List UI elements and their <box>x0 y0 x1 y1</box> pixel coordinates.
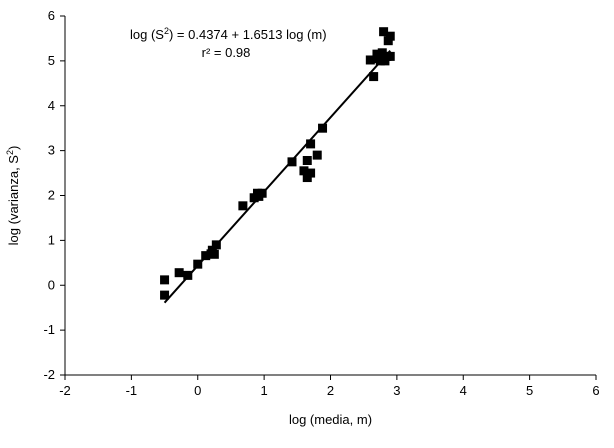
y-tick-label: 6 <box>48 8 55 23</box>
data-point <box>302 155 312 165</box>
y-tick-label: 1 <box>48 232 55 247</box>
y-tick-label: 2 <box>48 188 55 203</box>
data-point <box>299 166 309 176</box>
data-point <box>312 150 322 160</box>
y-tick-label: -1 <box>43 322 55 337</box>
data-point <box>183 270 193 280</box>
x-tick-label: 5 <box>526 383 533 398</box>
data-point <box>375 56 385 66</box>
data-point <box>160 275 170 285</box>
y-tick-label: 4 <box>48 98 55 113</box>
y-tick-label: -2 <box>43 367 55 382</box>
y-axis-title: log (varianza, S2) <box>5 146 21 246</box>
data-point <box>209 249 219 259</box>
data-point <box>306 168 316 178</box>
axes <box>60 15 597 380</box>
data-point <box>211 240 221 250</box>
y-axis-title-main: log (varianza, S <box>6 155 21 246</box>
data-points <box>160 27 395 300</box>
y-tick-label: 0 <box>48 277 55 292</box>
data-point <box>287 157 297 167</box>
y-axis-title-tail: ) <box>6 146 21 150</box>
y-tick-label: 3 <box>48 143 55 158</box>
equation-sup: 2 <box>164 26 169 36</box>
data-point <box>379 27 389 37</box>
data-point <box>365 55 375 65</box>
data-point <box>306 139 316 149</box>
x-tick-label: 1 <box>261 383 268 398</box>
data-point <box>369 72 379 82</box>
y-axis-title-sup: 2 <box>5 150 15 155</box>
data-point <box>385 31 395 41</box>
x-axis-title: log (media, m) <box>289 412 372 427</box>
x-tick-label: 4 <box>460 383 467 398</box>
data-point <box>377 48 387 58</box>
data-point <box>385 51 395 61</box>
x-tick-label: 6 <box>592 383 599 398</box>
data-point <box>193 259 203 269</box>
data-point <box>174 268 184 278</box>
x-tick-label: 2 <box>327 383 334 398</box>
x-tick-label: 0 <box>194 383 201 398</box>
data-point <box>257 188 267 198</box>
tick-labels: -2 -1 0 1 2 3 4 5 6 -2 -1 0 1 2 3 4 5 6 <box>43 8 599 398</box>
x-tick-label: -2 <box>59 383 71 398</box>
r-squared-label: r² = 0.98 <box>202 45 251 60</box>
data-point <box>160 290 170 300</box>
equation-pre: log (S <box>130 27 164 42</box>
x-tick-label: -1 <box>126 383 138 398</box>
data-point <box>238 201 248 211</box>
regression-equation: log (S2) = 0.4374 + 1.6513 log (m) <box>130 26 327 42</box>
data-point <box>318 123 328 133</box>
data-point <box>201 251 211 261</box>
y-tick-label: 5 <box>48 53 55 68</box>
equation-post: ) = 0.4374 + 1.6513 log (m) <box>169 27 327 42</box>
x-tick-label: 3 <box>393 383 400 398</box>
